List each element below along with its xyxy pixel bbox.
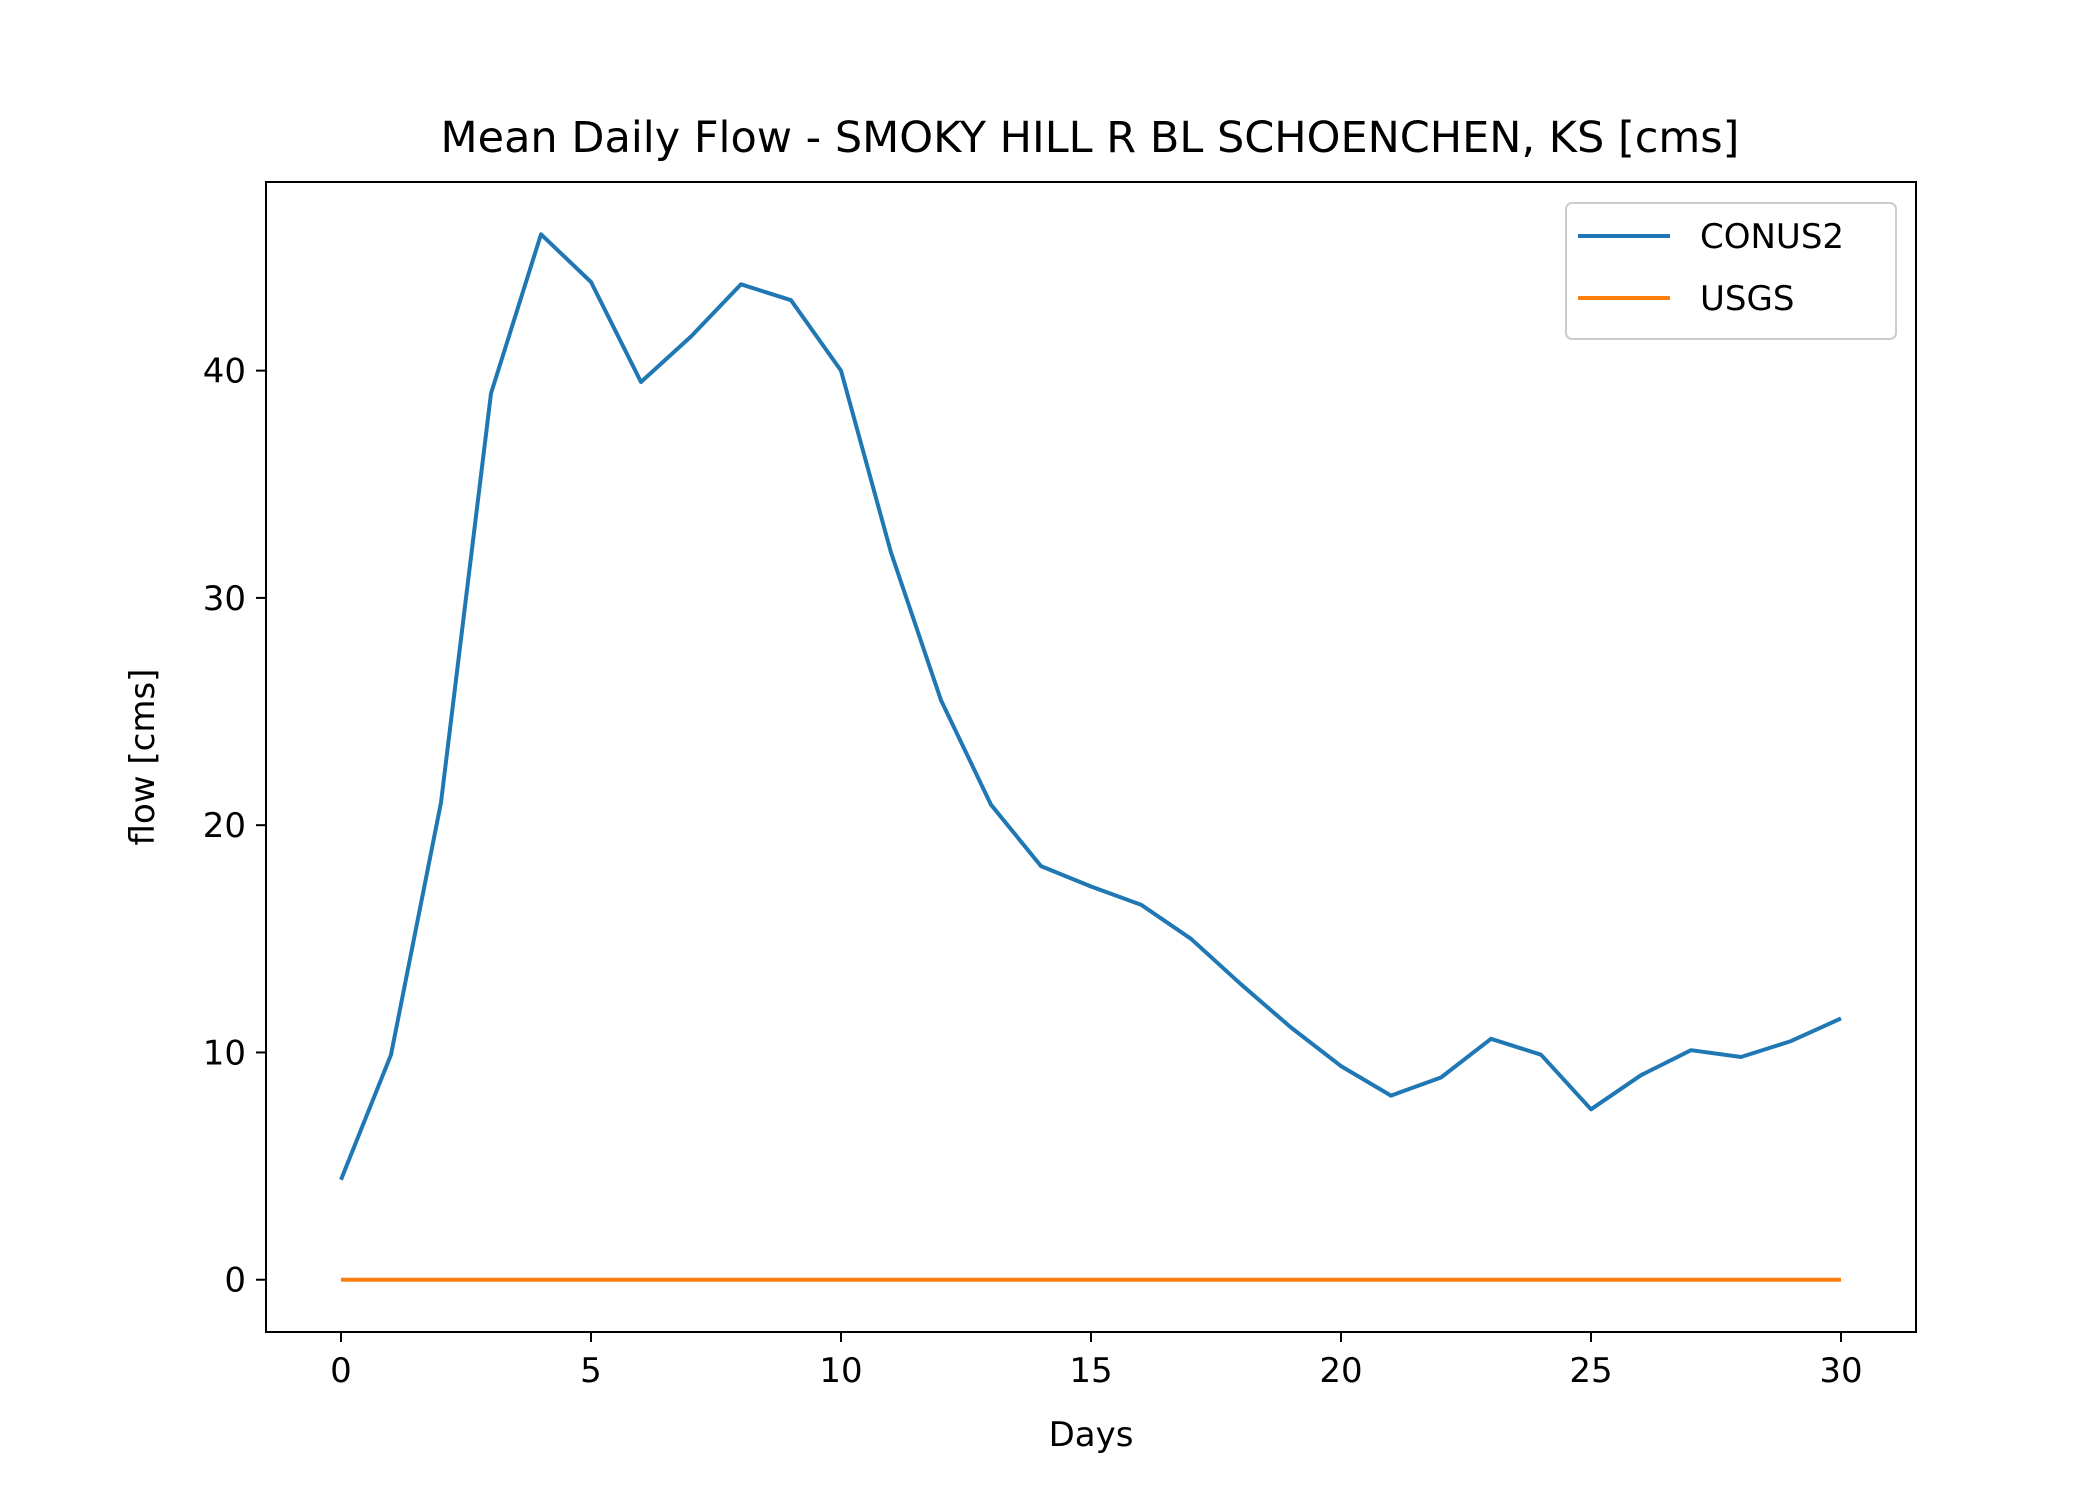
x-axis-label: Days: [1049, 1415, 1134, 1455]
legend-label-usgs: USGS: [1700, 279, 1794, 319]
y-axis: 0 10 20 30 40: [203, 352, 266, 1301]
legend-label-conus2: CONUS2: [1700, 217, 1844, 257]
x-tick-label: 0: [330, 1351, 352, 1391]
legend: CONUS2 USGS: [1565, 202, 1897, 340]
x-axis: 0 5 10 15 20 25 30: [330, 1332, 1863, 1391]
x-tick-label: 25: [1569, 1351, 1612, 1391]
series-layer: [339, 232, 1842, 1282]
y-tick-label: 20: [203, 806, 246, 846]
x-tick-label: 5: [580, 1351, 602, 1391]
y-tick-label: 10: [203, 1033, 246, 1073]
x-tick-label: 30: [1819, 1351, 1862, 1391]
x-tick-label: 20: [1319, 1351, 1362, 1391]
y-tick-label: 40: [203, 352, 246, 392]
x-tick-label: 10: [819, 1351, 862, 1391]
y-tick-label: 30: [203, 579, 246, 619]
y-axis-label: flow [cms]: [123, 669, 163, 846]
x-tick-label: 15: [1069, 1351, 1112, 1391]
y-tick-label: 0: [224, 1261, 246, 1301]
series-line-conus2: [339, 232, 1842, 1181]
chart-title: Mean Daily Flow - SMOKY HILL R BL SCHOEN…: [441, 113, 1740, 163]
